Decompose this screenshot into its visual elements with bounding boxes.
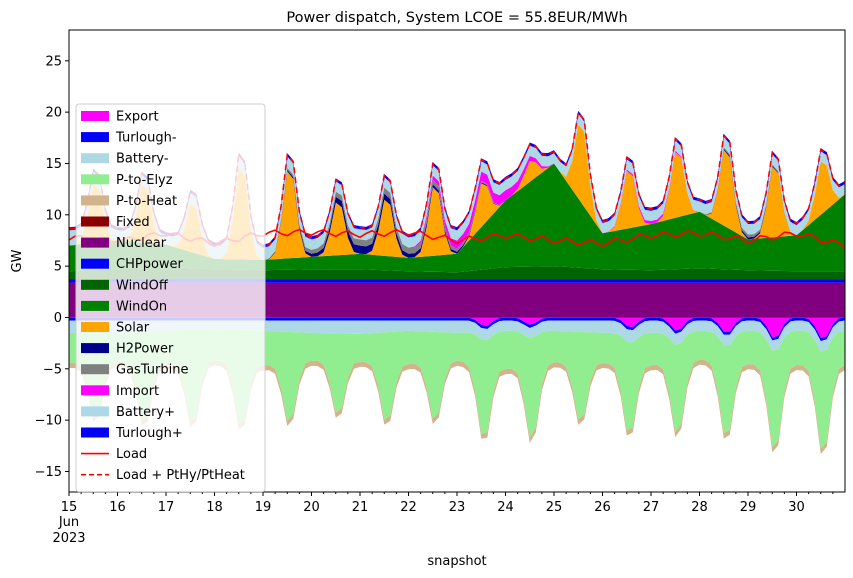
x-tick-label: 22 <box>400 500 417 515</box>
legend-swatch-chppower <box>81 258 109 269</box>
legend-swatch-battery <box>81 406 109 417</box>
legend-swatch-battery <box>81 153 109 164</box>
y-tick-label: −15 <box>35 465 62 480</box>
y-tick-label: 25 <box>45 54 62 69</box>
legend-swatch-turlough <box>81 132 109 143</box>
y-tick-label: −5 <box>43 362 62 377</box>
x-tick-label: 26 <box>594 500 611 515</box>
legend-label: Export <box>116 110 159 125</box>
y-tick-label: 10 <box>45 208 62 223</box>
legend-swatch-windoff <box>81 279 109 290</box>
legend-label: WindOff <box>116 278 169 293</box>
x-tick-label: 17 <box>158 500 175 515</box>
legend-swatch-export <box>81 111 109 121</box>
area-export <box>69 317 845 338</box>
legend-label: Turlough- <box>115 131 177 146</box>
legend-swatch-nuclear <box>81 237 109 248</box>
legend-label: Import <box>116 384 159 399</box>
x-tick-label: 27 <box>643 500 660 515</box>
y-axis-label: GW <box>10 249 25 272</box>
legend-label: Fixed <box>116 215 150 230</box>
legend-swatch-p-to-elyz <box>81 174 109 185</box>
y-tick-label: −10 <box>35 414 62 429</box>
legend-swatch-p-to-heat <box>81 195 109 206</box>
legend-swatch-import <box>81 385 109 396</box>
legend-label: Battery+ <box>116 405 175 420</box>
legend-label: Solar <box>116 321 150 336</box>
legend-label: Load + PtHy/PtHeat <box>116 468 245 483</box>
x-tick-label: 29 <box>740 500 757 515</box>
x-tick-label: 18 <box>206 500 223 515</box>
legend-label: Turlough+ <box>115 426 183 441</box>
x-tick-label: 21 <box>352 500 369 515</box>
chart-title: Power dispatch, System LCOE = 55.8EUR/MW… <box>286 10 627 26</box>
legend-swatch-gasturbine <box>81 364 109 375</box>
legend-label: P-to-Elyz <box>116 173 173 188</box>
legend-swatch-turlough <box>81 427 109 438</box>
legend-label: P-to-Heat <box>116 194 177 209</box>
legend-label: Battery- <box>116 152 169 167</box>
legend-label: Nuclear <box>116 236 167 251</box>
legend-swatch-windon <box>81 300 109 311</box>
legend-label: H2Power <box>116 342 174 357</box>
x-tick-label: 28 <box>691 500 708 515</box>
legend-swatch-fixed <box>81 216 109 227</box>
y-tick-label: 20 <box>45 106 62 121</box>
x-tick-year: 2023 <box>52 531 85 546</box>
legend-label: GasTurbine <box>116 363 188 378</box>
legend-label: CHPpower <box>116 257 184 272</box>
legend-label: WindOn <box>116 299 167 314</box>
legend: Export Turlough- Battery- P-to-Elyz P-to-Hea… <box>75 103 266 493</box>
x-axis-label: snapshot <box>427 554 486 569</box>
x-tick-label: 23 <box>449 500 466 515</box>
x-tick-label: 19 <box>255 500 272 515</box>
x-tick-label: 15 <box>61 500 78 515</box>
legend-swatch-h2power <box>81 343 109 354</box>
legend-box <box>75 103 266 493</box>
x-tick-label: 16 <box>109 500 126 515</box>
x-tick-label: 30 <box>788 500 805 515</box>
y-tick-label: 15 <box>45 157 62 172</box>
area-battery <box>69 113 845 260</box>
y-tick-label: 0 <box>54 311 62 326</box>
legend-label: Load <box>116 447 147 462</box>
x-tick-label: 20 <box>303 500 320 515</box>
y-tick-label: 5 <box>54 260 62 275</box>
legend-swatch-solar <box>81 322 109 332</box>
x-tick-month: Jun <box>58 515 79 530</box>
area-windon <box>69 163 845 273</box>
x-tick-label: 25 <box>546 500 563 515</box>
x-tick-label: 24 <box>497 500 514 515</box>
